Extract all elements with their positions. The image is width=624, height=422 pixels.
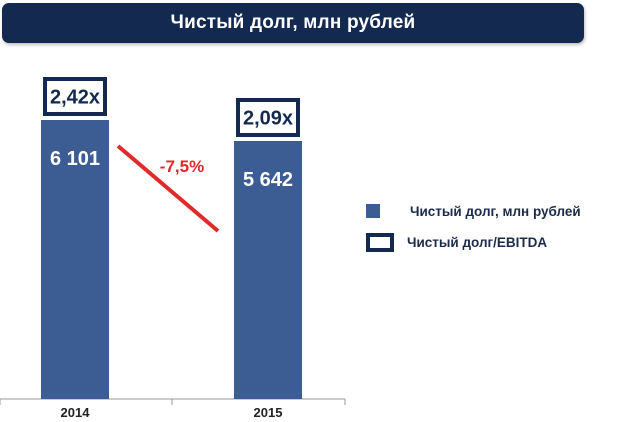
ratio-box-2015 (236, 97, 300, 137)
chart-title-bar: Чистый долг, млн рублей (2, 3, 584, 43)
chart-title: Чистый долг, млн рублей (170, 12, 416, 33)
legend-item-net-debt: Чистый долг, млн рублей (366, 200, 581, 222)
x-tick-label-2015: 2015 (254, 405, 283, 420)
legend: Чистый долг, млн рублей Чистый долг/EBIT… (366, 200, 581, 262)
bar-2015 (234, 140, 302, 399)
legend-label-net-debt-ebitda: Чистый долг/EBITDA (407, 234, 548, 250)
ratio-box-2014 (43, 77, 107, 116)
ratio-label-2015: 2,09x (243, 107, 293, 129)
change-label: -7,5% (160, 157, 204, 176)
legend-item-net-debt-ebitda: Чистый долг/EBITDA (366, 231, 581, 253)
bar-2014 (41, 120, 109, 399)
ratio-label-2014: 2,42x (50, 87, 100, 109)
legend-swatch-bar (366, 204, 380, 218)
legend-label-net-debt: Чистый долг, млн рублей (410, 203, 581, 219)
legend-swatch-box (366, 232, 394, 252)
change-line (116, 144, 220, 233)
bar-value-label-2014: 6 101 (50, 148, 100, 170)
x-tick-label-2014: 2014 (61, 405, 91, 420)
bar-value-label-2015: 5 642 (243, 169, 293, 191)
